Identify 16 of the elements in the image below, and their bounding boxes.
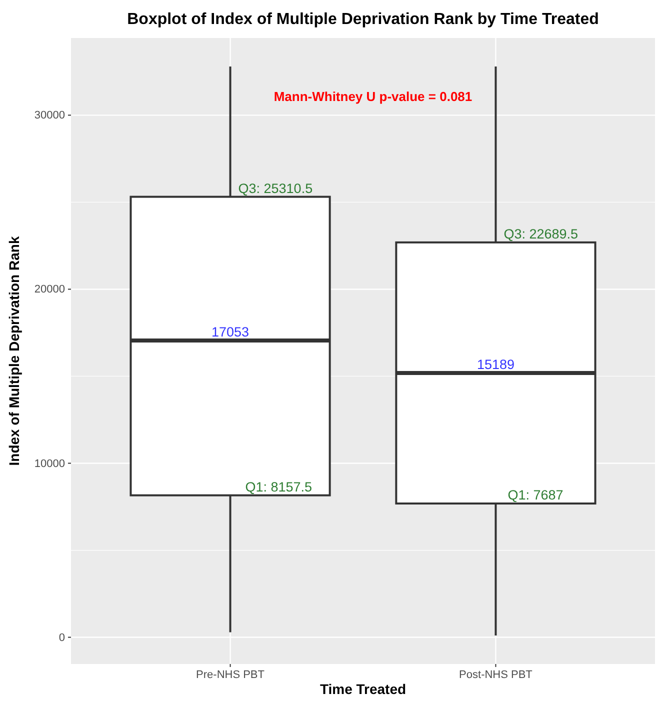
annotation: Q3: 22689.5 [504,226,578,242]
annotation: Q3: 25310.5 [238,180,313,196]
annotation: 17053 [212,324,250,340]
y-tick-label: 30000 [34,110,65,122]
x-tick-label: Pre-NHS PBT [196,668,265,681]
y-tick-label: 0 [58,632,65,644]
annotation: 15189 [476,356,514,372]
y-axis-title: Index of Multiple Deprivation Rank [6,236,22,466]
chart-title: Boxplot of Index of Multiple Deprivation Rank by Time Treated [127,11,599,28]
x-axis-title: Time Treated [320,681,406,697]
y-tick-label: 10000 [34,458,65,470]
annotation: Mann-Whitney U p-value = 0.081 [274,89,472,104]
y-tick-label: 20000 [34,284,65,296]
annotation: Q1: 7687 [508,488,564,503]
x-tick-label: Post-NHS PBT [459,668,533,681]
annotation: Q1: 8157.5 [245,479,312,494]
